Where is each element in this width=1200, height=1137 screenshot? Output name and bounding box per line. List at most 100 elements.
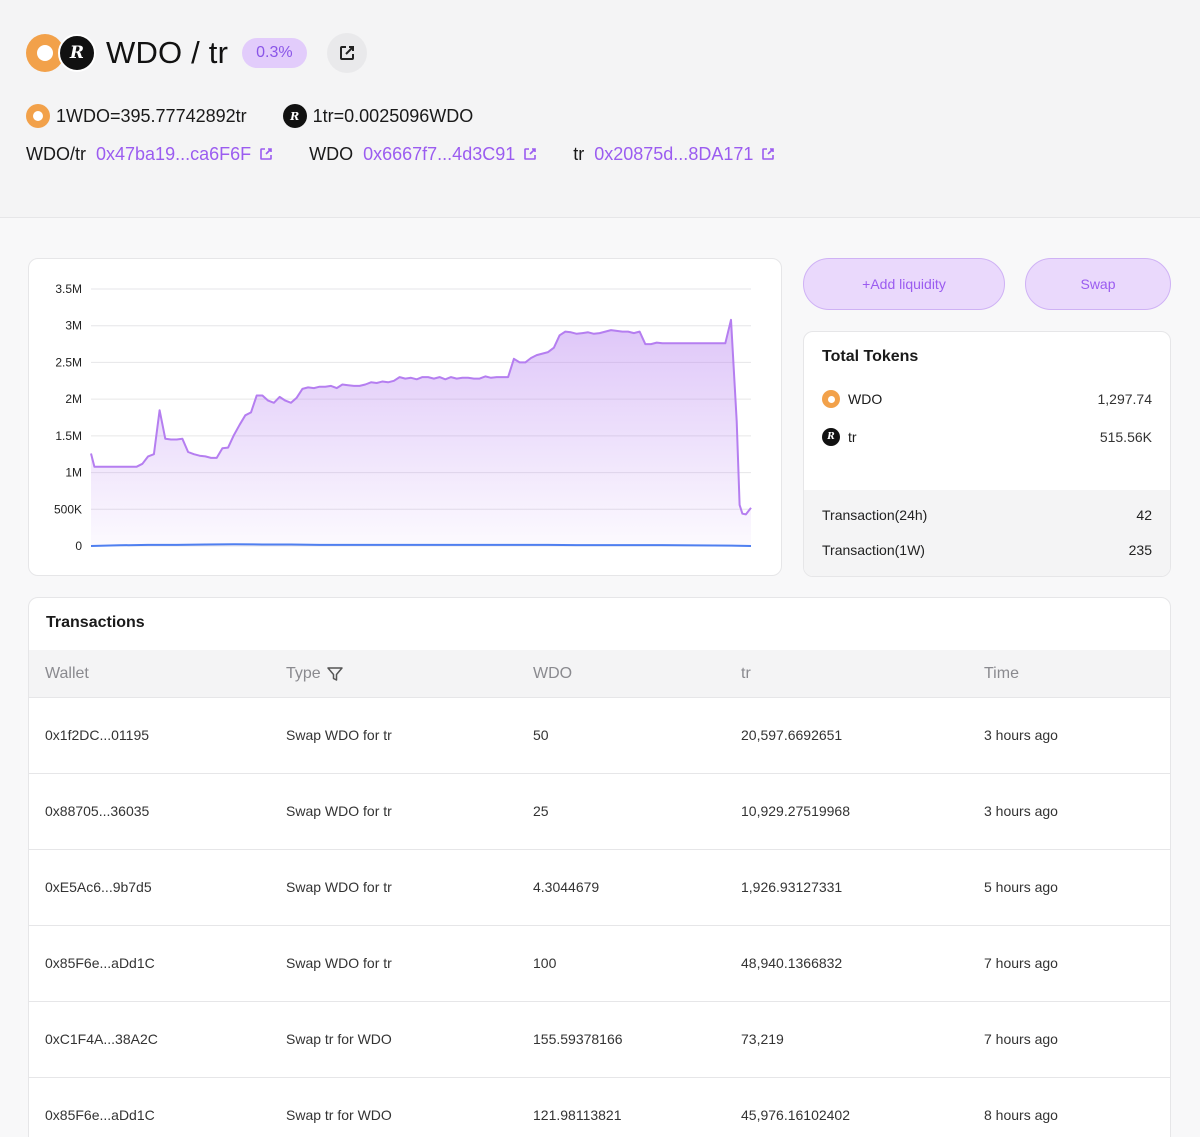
wallet-cell[interactable]: 0xC1F4A...38A2C [45, 1031, 158, 1047]
rate-tr: 1tr=0.0025096WDO [312, 105, 474, 126]
address-label-tr: tr [573, 144, 585, 164]
type-cell: Swap WDO for tr [286, 879, 392, 895]
time-cell: 7 hours ago [984, 955, 1058, 971]
external-link-icon[interactable] [761, 147, 777, 163]
external-link-icon [339, 46, 354, 60]
y-tick-label: 2.5M [55, 355, 82, 369]
address-link-pair[interactable]: 0x47ba19...ca6F6F [96, 144, 252, 164]
swap-button[interactable]: Swap [1025, 258, 1171, 310]
token-name: WDO [848, 391, 883, 407]
total-tokens-card: Total Tokens WDO 1,297.74 R tr 515.56K T… [803, 331, 1171, 577]
contract-addresses: WDO/tr 0x47ba19...ca6F6F WDO 0x6667f7...… [26, 144, 811, 165]
column-header-time: Time [984, 665, 1019, 682]
pair-header: R WDO / tr 0.3% 1WDO=395.77742892tr R 1t… [0, 0, 1200, 218]
stat-row-1w: Transaction(1W) 235 [822, 542, 1152, 558]
table-header: Wallet Type WDO tr Time [29, 650, 1170, 698]
wdo-token-icon [822, 390, 840, 408]
series-area [91, 319, 751, 546]
token-name: tr [848, 429, 857, 445]
table-row[interactable]: 0xC1F4A...38A2C Swap tr for WDO 155.5937… [29, 1002, 1170, 1078]
series-line-1 [90, 318, 752, 516]
stat-value: 235 [1128, 542, 1152, 558]
tr-amount-cell: 20,597.6692651 [741, 727, 843, 743]
tr-amount-cell: 1,926.93127331 [741, 879, 843, 895]
stat-label: Transaction(24h) [822, 507, 928, 523]
rate-wdo: 1WDO=395.77742892tr [56, 105, 247, 126]
column-header-tr: tr [741, 665, 751, 682]
time-cell: 8 hours ago [984, 1107, 1058, 1123]
table-row[interactable]: 0x85F6e...aDd1C Swap tr for WDO 121.9811… [29, 1078, 1170, 1137]
wdo-amount-cell: 100 [533, 955, 557, 971]
tr-amount-cell: 73,219 [741, 1031, 784, 1047]
token-row-tr: R tr 515.56K [822, 426, 1152, 448]
wallet-cell[interactable]: 0x88705...36035 [45, 803, 150, 819]
add-liquidity-button[interactable]: +Add liquidity [803, 258, 1005, 310]
wdo-token-icon [26, 104, 50, 128]
wallet-cell[interactable]: 0xE5Ac6...9b7d5 [45, 879, 152, 895]
wallet-cell[interactable]: 0x1f2DC...01195 [45, 727, 150, 743]
time-cell: 3 hours ago [984, 727, 1058, 743]
time-cell: 5 hours ago [984, 879, 1058, 895]
transactions-card: Transactions Wallet Type WDO tr Time 0x1… [28, 597, 1171, 1137]
column-header-wdo: WDO [533, 665, 573, 682]
open-external-button[interactable] [326, 33, 367, 73]
tr-logo-mark: R [827, 432, 835, 442]
type-cell: Swap WDO for tr [286, 727, 392, 743]
tr-logo-mark: R [69, 43, 85, 63]
tr-token-icon: R [58, 34, 96, 72]
type-cell: Swap WDO for tr [286, 803, 392, 819]
y-tick-label: 2M [65, 392, 82, 406]
table-row[interactable]: 0x88705...36035 Swap WDO for tr 25 10,92… [29, 774, 1170, 850]
wdo-amount-cell: 155.59378166 [533, 1031, 623, 1047]
wdo-amount-cell: 25 [533, 803, 549, 819]
tr-logo-mark: R [290, 109, 300, 123]
type-cell: Swap tr for WDO [286, 1107, 392, 1123]
transactions-title: Transactions [46, 614, 145, 631]
fee-badge: 0.3% [242, 38, 307, 68]
wdo-amount-cell: 4.3044679 [533, 879, 600, 895]
column-header-type[interactable]: Type [286, 665, 344, 683]
table-row[interactable]: 0x85F6e...aDd1C Swap WDO for tr 100 48,9… [29, 926, 1170, 1002]
wdo-token-icon [26, 34, 64, 72]
tr-token-icon: R [822, 428, 840, 446]
transaction-stats: Transaction(24h) 42 Transaction(1W) 235 [804, 490, 1170, 576]
y-tick-label: 3M [65, 319, 82, 333]
token-amount: 1,297.74 [1097, 391, 1153, 407]
external-link-icon[interactable] [259, 147, 275, 163]
address-link-wdo[interactable]: 0x6667f7...4d3C91 [363, 144, 516, 164]
pair-title-row: R WDO / tr 0.3% [26, 32, 367, 74]
stat-row-24h: Transaction(24h) 42 [822, 507, 1152, 523]
y-tick-label: 500K [54, 502, 82, 516]
column-header-type-label: Type [286, 665, 321, 682]
token-row-wdo: WDO 1,297.74 [822, 388, 1152, 410]
liquidity-chart[interactable]: 0 500K 1M 1.5M 2M 2.5M 3M 3.5M [29, 259, 781, 575]
time-cell: 3 hours ago [984, 803, 1058, 819]
tr-amount-cell: 45,976.16102402 [741, 1107, 850, 1123]
table-row[interactable]: 0xE5Ac6...9b7d5 Swap WDO for tr 4.304467… [29, 850, 1170, 926]
stat-value: 42 [1136, 507, 1152, 523]
tr-amount-cell: 48,940.1366832 [741, 955, 843, 971]
table-row[interactable]: 0x1f2DC...01195 Swap WDO for tr 50 20,59… [29, 698, 1170, 774]
wallet-cell[interactable]: 0x85F6e...aDd1C [45, 1107, 155, 1123]
tr-amount-cell: 10,929.27519968 [741, 803, 850, 819]
wdo-amount-cell: 121.98113821 [533, 1107, 622, 1123]
type-cell: Swap tr for WDO [286, 1031, 392, 1047]
exchange-rates: 1WDO=395.77742892tr R 1tr=0.0025096WDO [26, 104, 473, 128]
address-link-tr[interactable]: 0x20875d...8DA171 [594, 144, 754, 164]
column-header-wallet: Wallet [45, 665, 89, 682]
y-tick-label: 1.5M [55, 429, 82, 443]
tr-token-icon: R [282, 104, 307, 128]
page-title: WDO / tr [106, 35, 229, 70]
time-cell: 7 hours ago [984, 1031, 1058, 1047]
y-tick-label: 1M [65, 466, 82, 480]
total-tokens-title: Total Tokens [822, 348, 919, 365]
series-line-2 [90, 543, 752, 547]
external-link-icon[interactable] [523, 147, 539, 163]
wdo-amount-cell: 50 [533, 727, 549, 743]
address-label-wdo: WDO [309, 144, 354, 164]
filter-icon[interactable] [326, 665, 344, 683]
type-cell: Swap WDO for tr [286, 955, 392, 971]
liquidity-chart-card: 0 500K 1M 1.5M 2M 2.5M 3M 3.5M [28, 258, 782, 576]
y-tick-label: 3.5M [55, 282, 82, 296]
wallet-cell[interactable]: 0x85F6e...aDd1C [45, 955, 155, 971]
